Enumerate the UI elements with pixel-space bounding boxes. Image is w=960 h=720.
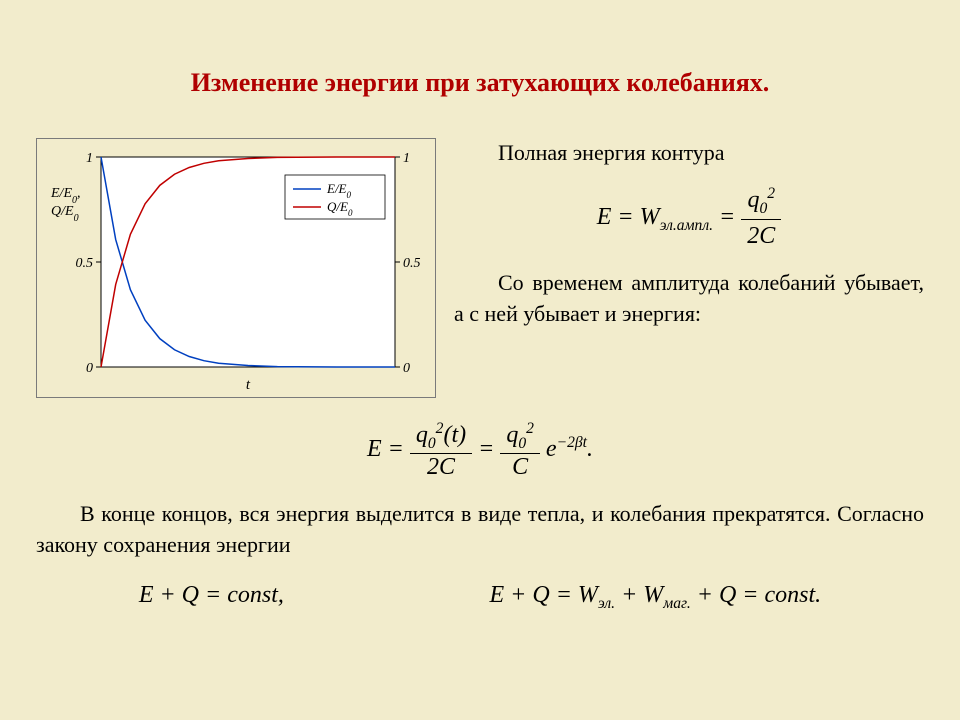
page-title: Изменение энергии при затухающих колебан… [36,68,924,98]
right-column: Полная энергия контура E = Wэл.ампл. = q… [454,138,924,330]
svg-text:0: 0 [403,361,410,376]
chart-svg: 000.50.511E/E0,Q/E0tE/E0Q/E0 [43,145,431,393]
text-line2: Со временем амплитуда колебаний убывает,… [454,268,924,330]
bottom-formulas: E + Q = const, E + Q = Wэл. + Wмаг. + Q … [36,582,924,613]
formula-3: E + Q = const, [139,582,284,613]
formula-1: E = Wэл.ампл. = q022C [454,183,924,254]
chart-container: 000.50.511E/E0,Q/E0tE/E0Q/E0 [36,138,436,398]
svg-text:Q/E0: Q/E0 [51,204,79,224]
top-row: 000.50.511E/E0,Q/E0tE/E0Q/E0 Полная энер… [36,138,924,398]
svg-text:1: 1 [86,151,93,166]
f4-a: E + Q = W [490,582,598,608]
svg-text:0.5: 0.5 [76,256,94,271]
f2-lhs: E = [367,436,410,462]
svg-text:0.5: 0.5 [403,256,421,271]
f1-frac: q022C [741,183,781,254]
f2-frac2: q02C [500,420,540,481]
svg-text:t: t [246,377,251,393]
f1-eq: = [713,204,741,230]
f4-b: + W [615,582,663,608]
f2-end: . [587,436,593,462]
svg-text:E/E0,: E/E0, [50,186,81,206]
svg-text:1: 1 [403,151,410,166]
formula-2: E = q02(t)2C = q02C e−2βt. [36,420,924,481]
f1-lhs: E = W [597,204,660,230]
chart: 000.50.511E/E0,Q/E0tE/E0Q/E0 [43,145,429,391]
f2-exp-sup: −2βt [557,434,587,451]
f2-frac1: q02(t)2C [410,420,472,481]
slide-page: Изменение энергии при затухающих колебан… [0,0,960,720]
f4-sub2: маг. [663,595,691,612]
text-line1: Полная энергия контура [454,138,924,169]
f2-exp-base: e [546,436,557,462]
f1-sub: эл.ампл. [660,217,713,234]
text-line3: В конце концов, вся энергия выделится в … [36,499,924,561]
svg-text:0: 0 [86,361,93,376]
f4-sub1: эл. [598,595,615,612]
f4-c: + Q = const. [691,582,821,608]
formula-4: E + Q = Wэл. + Wмаг. + Q = const. [490,582,822,613]
f2-mid: = [472,436,500,462]
